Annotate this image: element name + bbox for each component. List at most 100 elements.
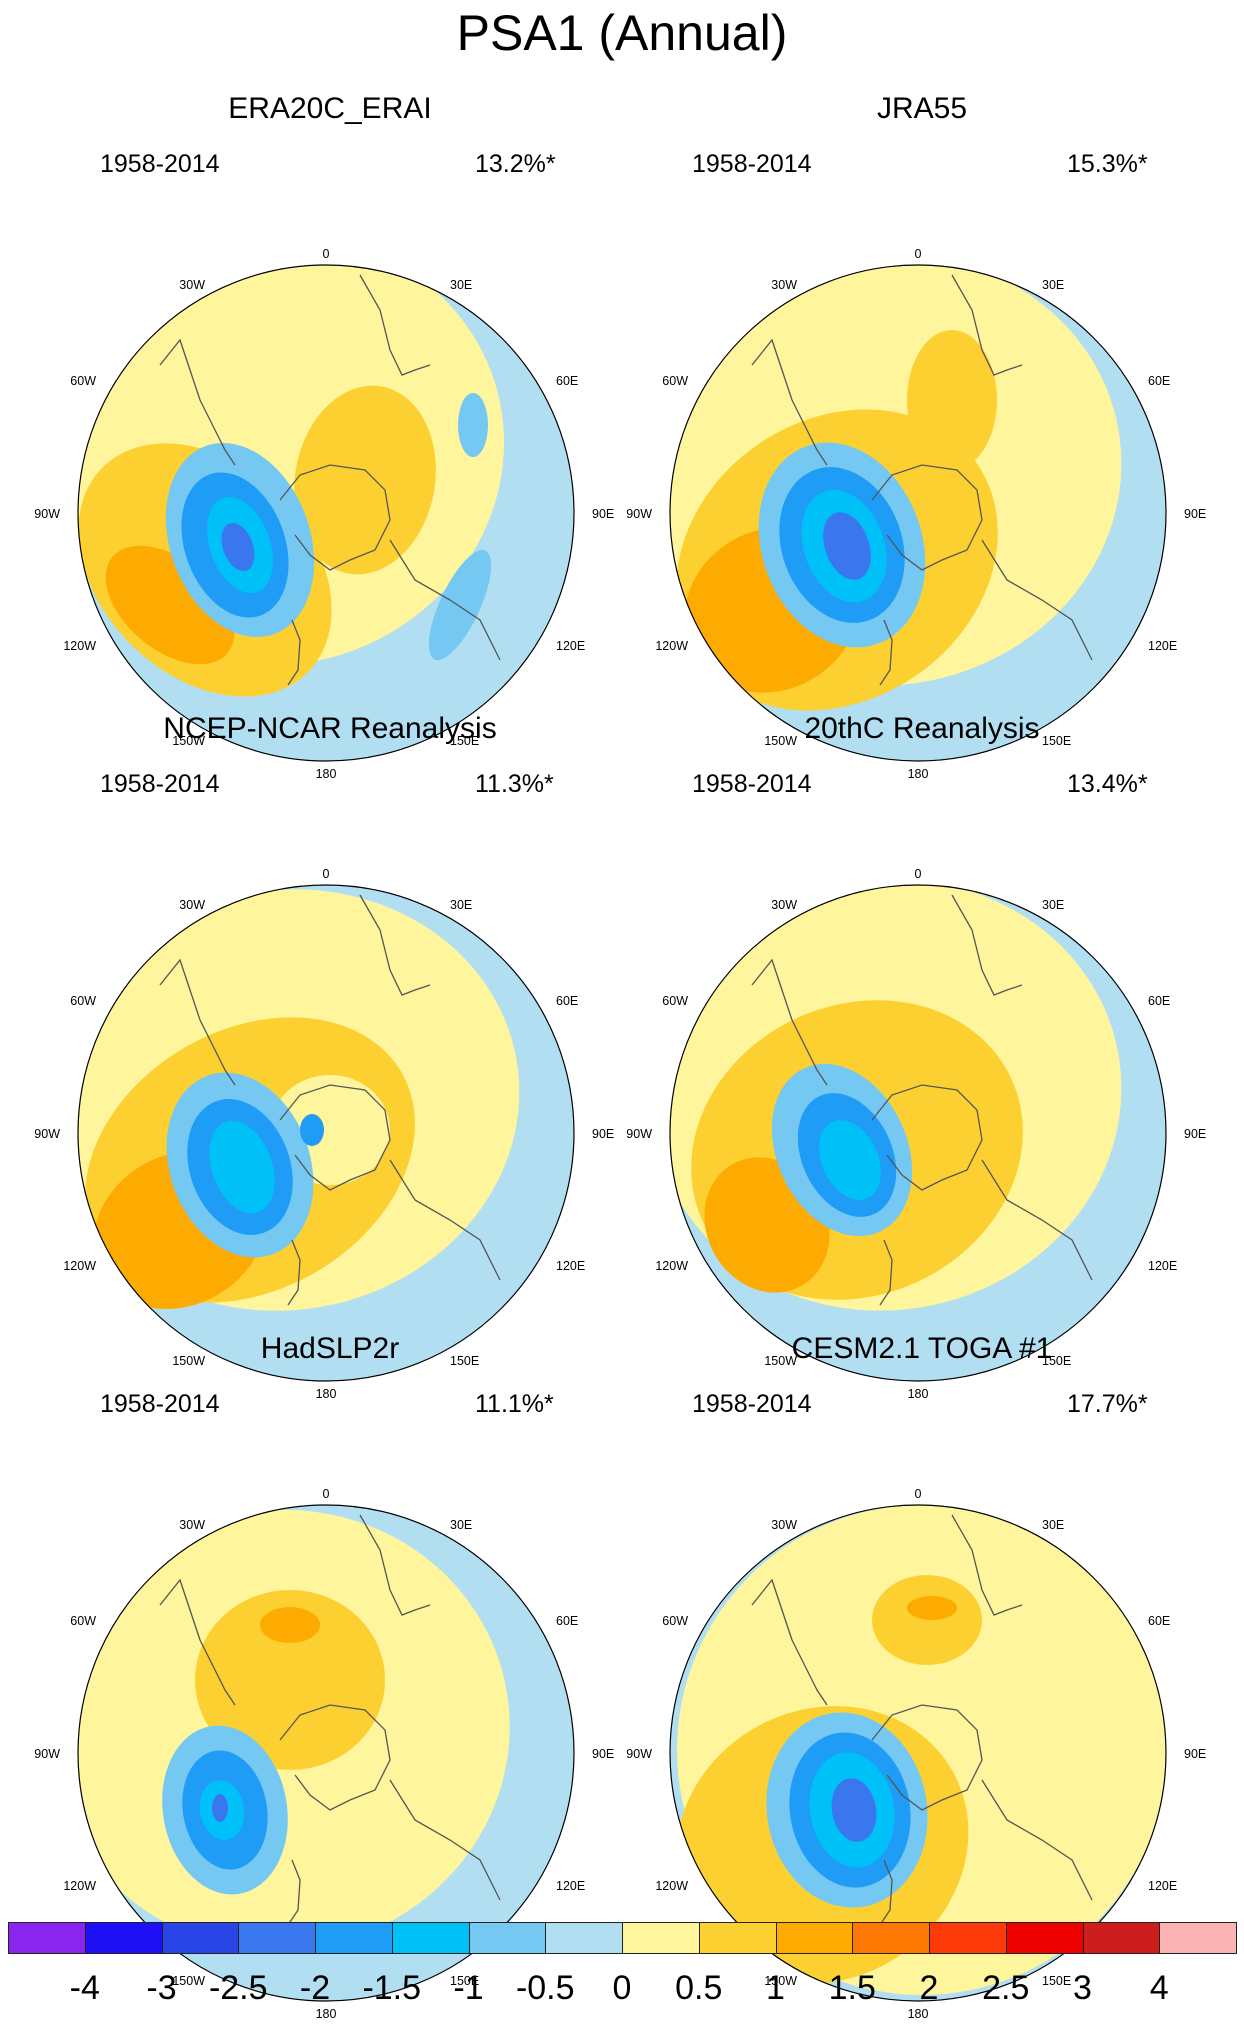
coastline (159, 338, 236, 466)
anomaly-contour (221, 522, 255, 572)
longitude-label: 150W (172, 734, 205, 748)
longitude-label: 120E (1148, 1259, 1177, 1273)
longitude-label: 150W (172, 1354, 205, 1368)
longitude-label: 120W (655, 639, 688, 653)
anomaly-contour (212, 1794, 228, 1822)
colorbar-swatch (929, 1922, 1007, 1954)
panel-period: 1958-2014 (692, 770, 812, 798)
map-panel: JRA55 1958-2014 15.3%* 0 30W 30E 60W 60E 90W 90E 1… (622, 92, 1222, 800)
anomaly-contour (872, 1575, 982, 1665)
longitude-label: 120E (1148, 639, 1177, 653)
panel-variance: 17.7%* (1067, 1390, 1148, 1418)
longitude-label: 0 (915, 867, 922, 881)
coastline (287, 619, 301, 686)
longitude-label: 150E (450, 1974, 479, 1988)
anomaly-contour (819, 1120, 881, 1200)
colorbar-swatch (545, 1922, 623, 1954)
longitude-label: 90E (592, 1747, 614, 1761)
panel-title: HadSLP2r (260, 1332, 400, 1365)
longitude-label: 120W (63, 1879, 96, 1893)
longitude-label: 0 (323, 1487, 330, 1501)
panel-period: 1958-2014 (100, 1390, 220, 1418)
longitude-label: 90E (592, 507, 614, 521)
longitude-label: 60E (1148, 1614, 1170, 1628)
coastline (951, 894, 1023, 996)
colorbar-swatch (8, 1922, 86, 1954)
longitude-label: 30W (179, 898, 205, 912)
longitude-label: 30E (1042, 1518, 1064, 1532)
polar-map: 0 30W 30E 60W 60E 90W 90E 120W 120E 150W 150E 180 (626, 867, 1206, 1401)
longitude-label: 60W (70, 374, 96, 388)
colorbar (8, 1922, 1237, 1956)
colorbar-swatch (84, 1922, 163, 1954)
anomaly-contour (260, 1607, 320, 1643)
panel-variance: 13.2%* (475, 150, 556, 178)
colorbar-tick-label: -1 (453, 1969, 484, 2007)
longitude-label: 60E (1148, 994, 1170, 1008)
map-border (77, 1504, 575, 2002)
longitude-label: 60W (662, 1614, 688, 1628)
longitude-label: 0 (323, 867, 330, 881)
longitude-label: 30E (450, 1518, 472, 1532)
longitude-label: 30W (771, 1518, 797, 1532)
colorbar-swatch (698, 1922, 777, 1954)
coastline (159, 1578, 236, 1706)
panel-title: JRA55 (876, 92, 968, 125)
map-border (77, 264, 575, 762)
longitude-label: 150E (1042, 1974, 1071, 1988)
panel-period: 1958-2014 (100, 770, 220, 798)
longitude-label: 180 (908, 2007, 929, 2021)
colorbar-swatch (1082, 1922, 1161, 1954)
colorbar-swatch (161, 1922, 240, 1954)
longitude-label: 60E (556, 1614, 578, 1628)
coastline (287, 1239, 301, 1306)
colorbar-tick-label: -4 (69, 1969, 100, 2007)
map-panel: 20thC Reanalysis 1958-2014 13.4%* 0 30W 30E 60… (622, 712, 1222, 1420)
coastline (389, 1779, 501, 1901)
coastline (159, 958, 236, 1086)
longitude-label: 120W (63, 639, 96, 653)
colorbar-swatch (622, 1922, 700, 1954)
longitude-label: 30W (179, 1518, 205, 1532)
coastline (871, 1084, 983, 1191)
longitude-label: 150W (172, 1974, 205, 1988)
coastline (981, 539, 1093, 661)
longitude-label: 90E (1184, 1747, 1206, 1761)
anomaly-contour (209, 1120, 275, 1214)
colorbar-tick-label: 2.5 (982, 1969, 1030, 2007)
colorbar-tick-label: 2 (919, 1969, 939, 2007)
coastline (389, 1159, 501, 1281)
longitude-label: 150E (1042, 1354, 1071, 1368)
anomaly-contour (195, 1590, 385, 1770)
longitude-label: 120E (556, 639, 585, 653)
colorbar-swatch (391, 1922, 470, 1954)
longitude-label: 120W (63, 1259, 96, 1273)
longitude-label: 0 (915, 247, 922, 261)
colorbar-swatch (468, 1922, 547, 1954)
polar-map: 0 30W 30E 60W 60E 90W 90E 120W 120E 150W 150E 180 (626, 1487, 1206, 2021)
coastline (389, 539, 501, 661)
figure-title: PSA1 (Annual) (456, 5, 788, 61)
coastline (879, 1859, 893, 1926)
colorbar-swatch (238, 1922, 316, 1954)
anomaly-contour (907, 330, 997, 470)
longitude-label: 0 (323, 247, 330, 261)
coastline (871, 1704, 983, 1811)
longitude-label: 120W (655, 1879, 688, 1893)
longitude-label: 30E (1042, 278, 1064, 292)
longitude-label: 0 (915, 1487, 922, 1501)
coastline (951, 1514, 1023, 1616)
colorbar-tick-label: 4 (1149, 1969, 1169, 2007)
longitude-label: 180 (316, 2007, 337, 2021)
longitude-label: 90W (626, 1747, 652, 1761)
colorbar-tick-label: 0.5 (675, 1969, 723, 2007)
longitude-label: 120E (556, 1879, 585, 1893)
coastline (279, 1084, 391, 1191)
anomaly-contour (907, 1596, 957, 1620)
longitude-label: 90E (1184, 507, 1206, 521)
longitude-label: 30E (450, 898, 472, 912)
longitude-label: 30E (1042, 898, 1064, 912)
longitude-label: 60W (662, 994, 688, 1008)
anomaly-contour (823, 512, 871, 580)
longitude-label: 90E (1184, 1127, 1206, 1141)
